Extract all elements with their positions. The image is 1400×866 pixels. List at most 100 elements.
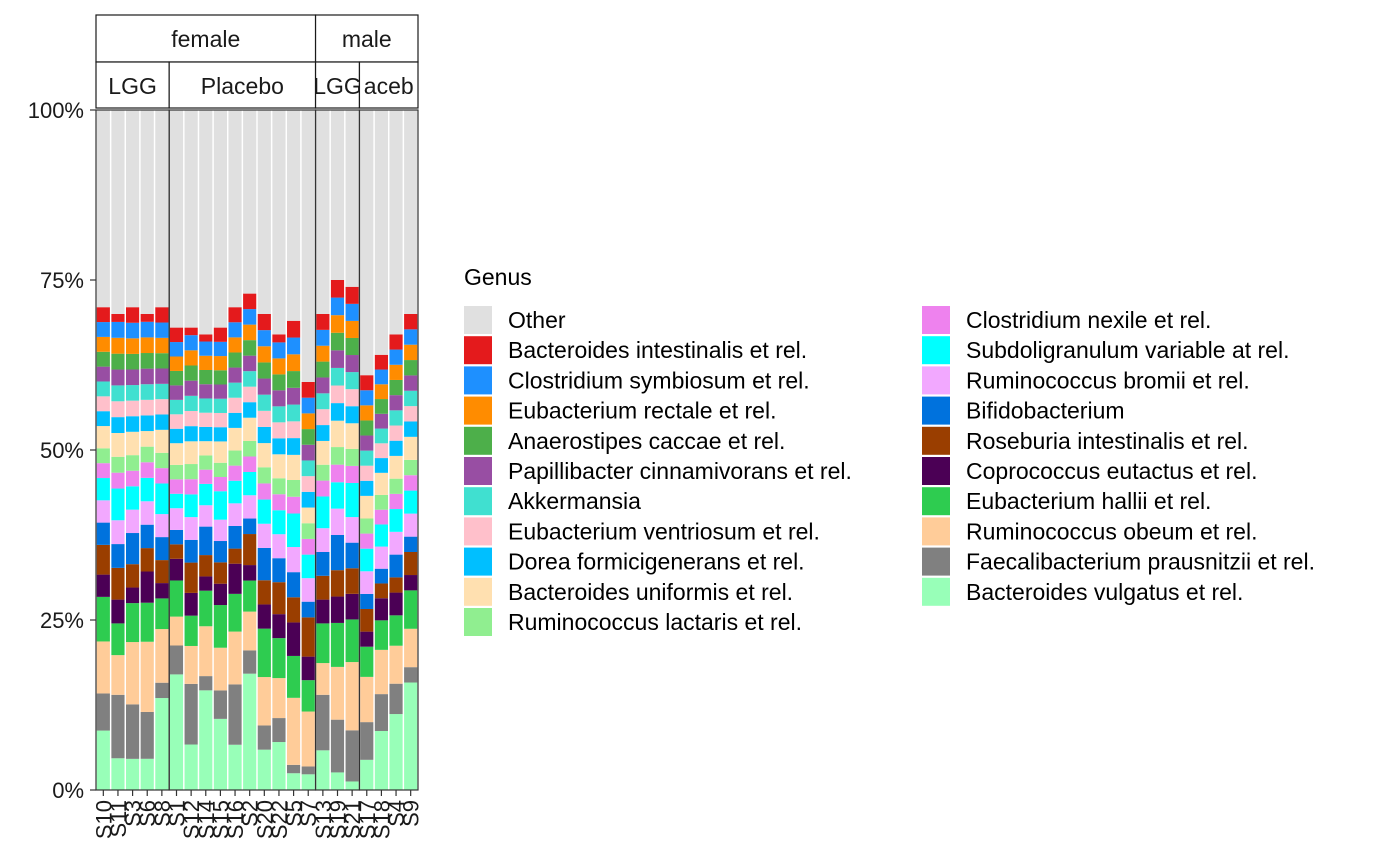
- bar-segment: [360, 593, 374, 609]
- bar-segment: [316, 623, 330, 664]
- bar-segment: [389, 714, 403, 790]
- legend-label: Subdoligranulum variable at rel.: [966, 337, 1289, 363]
- bar-segment: [126, 509, 140, 534]
- bar-segment: [228, 352, 242, 368]
- bar-segment: [96, 322, 110, 337]
- bar-segment: [374, 384, 388, 400]
- bar-segment: [287, 572, 301, 598]
- legend-label: Eubacterium rectale et rel.: [508, 398, 776, 424]
- legend-swatch: [922, 366, 950, 395]
- bar-segment: [345, 781, 359, 790]
- legend-label: Other: [508, 307, 566, 333]
- bar-segment-other: [272, 110, 286, 335]
- bar-segment: [169, 508, 184, 530]
- bar-segment: [257, 547, 271, 581]
- bar-segment: [169, 428, 184, 444]
- bar-segment-other: [140, 110, 154, 314]
- bar-segment: [287, 371, 301, 388]
- x-tick-label: S4: [384, 800, 409, 827]
- bar-segment: [389, 531, 403, 555]
- legend-label: Ruminococcus obeum et rel.: [966, 518, 1257, 544]
- bar-segment: [228, 465, 242, 481]
- bar-segment: [213, 476, 227, 492]
- bar-segment: [257, 314, 271, 331]
- bar-segment: [243, 471, 257, 496]
- bar-segment: [126, 431, 140, 456]
- legend-item: Roseburia intestinalis et rel.: [922, 426, 1249, 455]
- bar-segment: [287, 479, 301, 497]
- bar-segment: [140, 431, 154, 447]
- bar-segment: [243, 309, 257, 325]
- bar-segment-other: [257, 110, 271, 314]
- bar-segment: [199, 412, 213, 427]
- bar-segment: [228, 684, 242, 745]
- strip-box-treatment: [358, 61, 419, 109]
- bar-segment: [287, 697, 301, 765]
- bar-segment: [169, 327, 184, 343]
- bar-segment: [301, 766, 315, 775]
- bar-segment: [199, 555, 213, 577]
- bar-segment: [140, 524, 154, 549]
- legend-swatch: [464, 396, 492, 425]
- bar-segment: [213, 491, 227, 520]
- bar-segment: [126, 307, 140, 323]
- bar-segment: [301, 382, 315, 398]
- bar-segment-other: [228, 110, 242, 308]
- bar-segment: [184, 410, 198, 427]
- bar-segment: [330, 367, 345, 386]
- bar-segment: [272, 422, 286, 439]
- bar-segment: [287, 438, 301, 455]
- legend-label: Bacteroides uniformis et rel.: [508, 579, 793, 605]
- bar-segment: [126, 704, 140, 759]
- x-tick-label: S2: [238, 800, 263, 827]
- legend-swatch: [922, 547, 950, 576]
- bar-segment: [345, 423, 359, 449]
- bar-segment: [126, 400, 140, 417]
- bar-segment: [243, 355, 257, 372]
- bar-segment: [389, 478, 403, 494]
- bar-segment: [272, 678, 286, 719]
- bar-segment: [169, 529, 184, 545]
- bar-segment: [316, 599, 330, 624]
- bar-segment: [374, 568, 388, 584]
- bar-segment: [243, 293, 257, 310]
- bar-segment: [404, 536, 418, 552]
- bar-segment: [257, 523, 271, 548]
- bar-segment: [345, 406, 359, 424]
- bar-segment: [228, 593, 242, 632]
- bar-segment: [126, 338, 140, 354]
- bar-segment: [199, 469, 213, 484]
- bar-segment: [389, 592, 403, 616]
- bar-segment: [199, 576, 213, 591]
- bar-segment: [96, 478, 110, 501]
- bar-segment: [345, 320, 359, 338]
- bar-segment: [330, 570, 345, 597]
- bar-segment: [272, 582, 286, 615]
- bar-segment: [374, 413, 388, 429]
- bar-segment-other: [96, 110, 110, 308]
- legend-swatch: [922, 457, 950, 485]
- bar-segment: [330, 719, 345, 773]
- bars: [96, 110, 418, 790]
- bar-segment: [374, 472, 388, 495]
- x-tick-label: S3: [121, 800, 146, 827]
- bar-segment: [111, 417, 125, 433]
- legend-item: Eubacterium hallii et rel.: [922, 487, 1211, 516]
- bar-segment: [126, 587, 140, 604]
- legend-item: Ruminococcus bromii et rel.: [922, 366, 1250, 395]
- legend-label: Dorea formicigenerans et rel.: [508, 549, 805, 575]
- bar-segment: [389, 425, 403, 441]
- bar-segment: [155, 598, 169, 630]
- bar-segment: [126, 533, 140, 565]
- bar-segment: [404, 628, 418, 668]
- bar-segment: [228, 503, 242, 526]
- bar-segment: [345, 482, 359, 518]
- bar-segment: [272, 614, 286, 639]
- bar-segment: [213, 356, 227, 371]
- bar-segment: [243, 650, 257, 674]
- bar-segment: [330, 385, 345, 404]
- bar-segment: [360, 722, 374, 760]
- x-tick-label: S12: [179, 800, 204, 839]
- bar-segment: [360, 465, 374, 481]
- bar-segment: [228, 397, 242, 413]
